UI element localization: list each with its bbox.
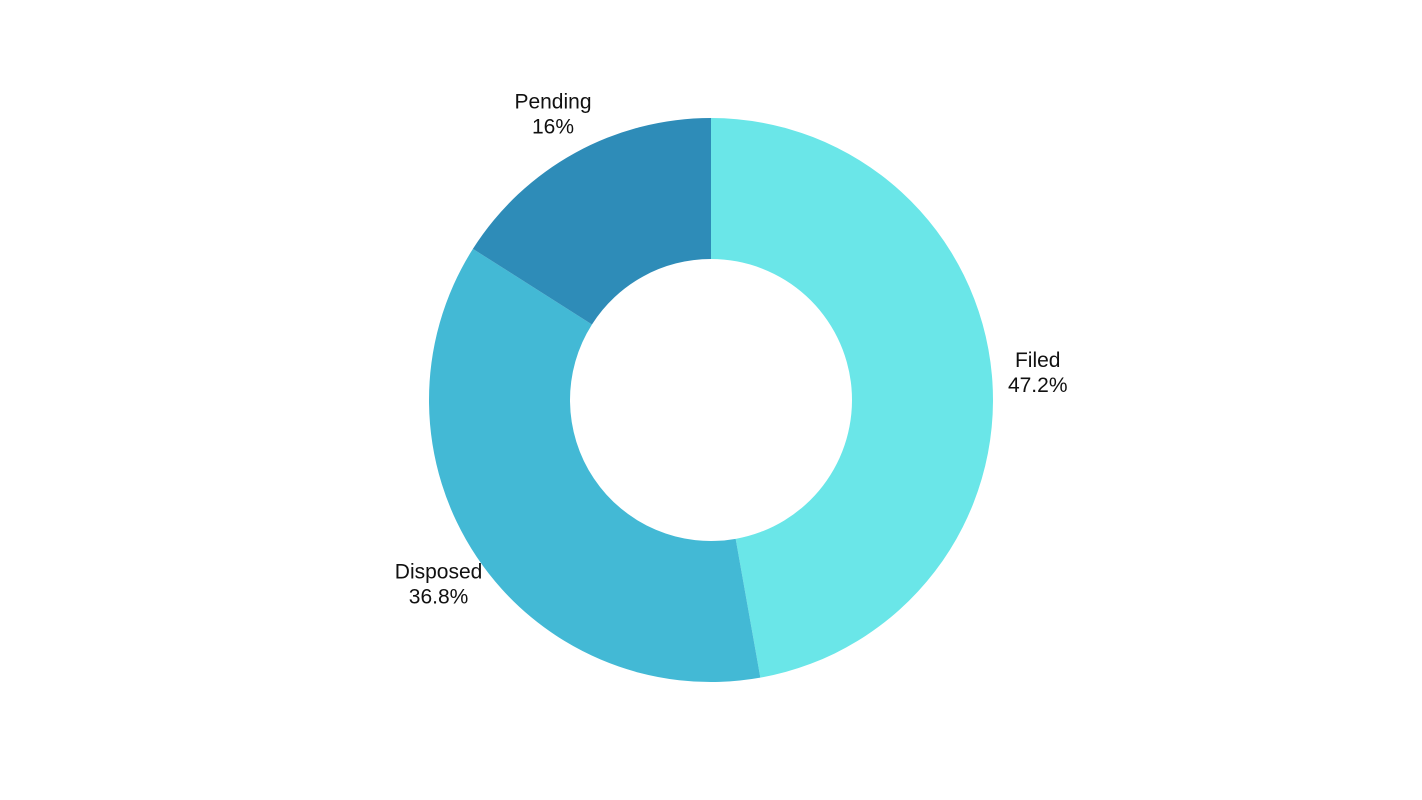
slice-label-name: Disposed: [395, 561, 483, 584]
slice-pending: [472, 118, 711, 325]
slice-label-disposed: Disposed 36.8%: [395, 561, 483, 609]
slice-label-pending: Pending 16%: [514, 91, 591, 139]
slice-label-name: Pending: [514, 91, 591, 114]
slice-label-value: 16%: [532, 116, 574, 139]
slice-label-value: 36.8%: [409, 586, 469, 609]
slice-label-value: 47.2%: [1008, 374, 1068, 397]
slice-label-filed: Filed 47.2%: [1008, 349, 1068, 397]
slice-filed: [711, 118, 993, 678]
slice-label-name: Filed: [1015, 349, 1061, 372]
slice-disposed: [429, 248, 761, 683]
